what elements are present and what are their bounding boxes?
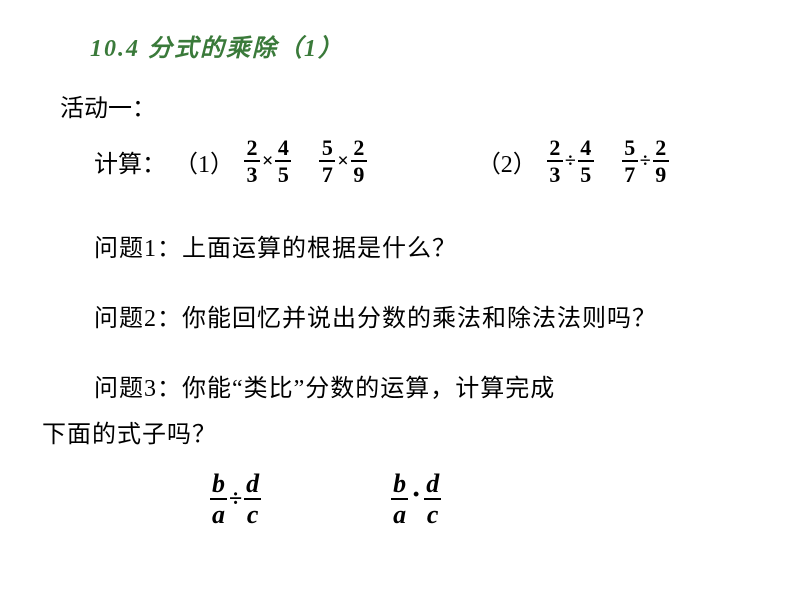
- numerator: 5: [622, 136, 637, 159]
- algebraic-expressions-row: b a ÷ d c b a · d c: [210, 470, 441, 529]
- denominator: 9: [653, 163, 668, 186]
- problem-index-1: （1）: [174, 144, 234, 179]
- numerator: 5: [320, 136, 335, 159]
- operator-multiply: ×: [260, 150, 275, 173]
- section-title: 10.4 分式的乘除（1）: [90, 28, 344, 63]
- fraction-g1b: 4 5: [275, 136, 291, 186]
- numerator: d: [424, 470, 441, 497]
- fraction-g2a: 5 7: [319, 136, 335, 186]
- operator-divide: ÷: [638, 150, 653, 173]
- fraction-ba-2: b a: [391, 470, 408, 529]
- denominator: 3: [245, 163, 260, 186]
- numerator: d: [244, 470, 261, 497]
- numerator: 2: [351, 136, 366, 159]
- numerator: 2: [653, 136, 668, 159]
- question-2: 问题2：你能回忆并说出分数的乘法和除法法则吗？: [94, 298, 657, 333]
- fraction-g4b: 2 9: [653, 136, 669, 186]
- fraction-g4a: 5 7: [622, 136, 638, 186]
- denominator: 5: [276, 163, 291, 186]
- fraction-g3b: 4 5: [578, 136, 594, 186]
- calculation-row: 计算： （1） 2 3 × 4 5 5 7 × 2 9 （2）: [94, 136, 669, 186]
- operator-divide: ÷: [227, 486, 244, 513]
- numerator: 2: [547, 136, 562, 159]
- fraction-dc-1: d c: [244, 470, 261, 529]
- numerator: 2: [245, 136, 260, 159]
- denominator: 7: [320, 163, 335, 186]
- activity-heading: 活动一：: [60, 88, 156, 123]
- denominator: a: [210, 501, 227, 528]
- fraction-g1a: 2 3: [244, 136, 260, 186]
- fraction-g3a: 2 3: [547, 136, 563, 186]
- operator-multiply: ×: [335, 150, 350, 173]
- operator-divide: ÷: [563, 150, 578, 173]
- denominator: 5: [578, 163, 593, 186]
- question-1: 问题1：上面运算的根据是什么？: [94, 228, 457, 263]
- question-3-line1: 问题3：你能“类比”分数的运算，计算完成: [94, 368, 555, 403]
- denominator: 3: [547, 163, 562, 186]
- fraction-ba-1: b a: [210, 470, 227, 529]
- operator-dot: ·: [408, 490, 424, 500]
- calc-label: 计算：: [94, 144, 166, 179]
- fraction-dc-2: d c: [424, 470, 441, 529]
- numerator: b: [391, 470, 408, 497]
- problem-index-2: （2）: [477, 144, 537, 179]
- numerator: b: [210, 470, 227, 497]
- denominator: 7: [622, 163, 637, 186]
- denominator: 9: [351, 163, 366, 186]
- denominator: c: [425, 501, 441, 528]
- fraction-g2b: 2 9: [351, 136, 367, 186]
- denominator: c: [245, 501, 261, 528]
- slide-page: 10.4 分式的乘除（1） 活动一： 计算： （1） 2 3 × 4 5 5 7…: [0, 0, 800, 600]
- denominator: a: [391, 501, 408, 528]
- numerator: 4: [276, 136, 291, 159]
- numerator: 4: [578, 136, 593, 159]
- question-3-line2: 下面的式子吗？: [42, 414, 217, 449]
